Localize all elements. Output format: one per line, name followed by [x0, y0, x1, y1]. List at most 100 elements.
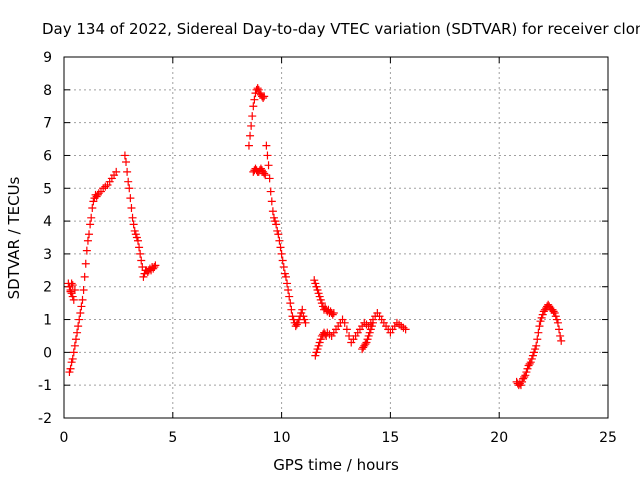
x-tick-label: 15 [381, 430, 399, 446]
chart-title: Day 134 of 2022, Sidereal Day-to-day VTE… [42, 20, 640, 38]
data-point [552, 315, 561, 324]
data-point [265, 174, 274, 183]
x-tick-label: 0 [60, 430, 69, 446]
data-point [315, 338, 324, 347]
data-point [83, 236, 92, 245]
data-point [285, 292, 294, 301]
data-point [329, 308, 338, 317]
data-point [77, 302, 86, 311]
grid-lines [64, 57, 608, 418]
series-segment-2 [120, 151, 160, 281]
data-point [553, 318, 562, 327]
y-tick-label: 1 [43, 313, 52, 329]
data-point [556, 331, 565, 340]
data-point [136, 249, 145, 258]
data-point [361, 340, 370, 349]
data-point [316, 335, 325, 344]
data-point [532, 341, 541, 350]
y-tick-label: 0 [43, 345, 52, 361]
data-point [288, 312, 297, 321]
data-point [281, 272, 290, 281]
y-axis-label: SDTVAR / TECUs [5, 176, 23, 299]
data-point [267, 197, 276, 206]
data-point [368, 318, 377, 327]
data-point [73, 328, 82, 337]
data-point [128, 213, 137, 222]
data-point [527, 354, 536, 363]
data-point [139, 272, 148, 281]
data-point [314, 341, 323, 350]
data-point [67, 279, 76, 288]
data-point [262, 141, 271, 150]
data-point [68, 281, 77, 290]
data-point [65, 368, 74, 377]
data-point [280, 269, 289, 278]
data-points [64, 84, 566, 390]
data-point [244, 141, 253, 150]
data-point [254, 85, 263, 94]
x-axis-label: GPS time / hours [273, 456, 399, 474]
data-point [366, 325, 375, 334]
data-point [124, 177, 133, 186]
series-segment-7 [512, 300, 566, 390]
data-point [301, 318, 310, 327]
data-point [550, 308, 559, 317]
data-point [249, 102, 258, 111]
x-tick-label: 10 [273, 430, 291, 446]
data-point [269, 213, 278, 222]
data-point [313, 345, 322, 354]
data-point [311, 351, 320, 360]
data-point [250, 95, 259, 104]
data-point [314, 289, 323, 298]
data-point [261, 171, 270, 180]
y-tick-label: 7 [43, 116, 52, 132]
data-point [312, 348, 321, 357]
data-point [317, 299, 326, 308]
data-point [516, 381, 525, 390]
data-point [88, 203, 97, 212]
data-point [363, 335, 372, 344]
data-point [246, 131, 255, 140]
y-tick-label: -1 [38, 378, 52, 394]
data-point [312, 282, 321, 291]
data-point [283, 279, 292, 288]
data-point [298, 305, 307, 314]
data-point [263, 151, 272, 160]
y-tick-label: 9 [43, 50, 52, 66]
data-point [66, 364, 75, 373]
data-point [342, 325, 351, 334]
data-point [125, 184, 134, 193]
data-point [520, 372, 529, 381]
data-point [275, 236, 284, 245]
data-point [310, 276, 319, 285]
data-point [71, 335, 80, 344]
data-point [521, 371, 530, 380]
data-point [76, 308, 85, 317]
data-point [287, 305, 296, 314]
data-point [274, 230, 283, 239]
data-point [135, 243, 144, 252]
data-point [131, 230, 140, 239]
data-point [151, 261, 160, 270]
data-point [120, 151, 129, 160]
data-point [531, 345, 540, 354]
x-tick-label: 5 [168, 430, 177, 446]
data-point [316, 295, 325, 304]
data-point [364, 331, 373, 340]
y-tick-label: 2 [43, 280, 52, 296]
data-point [69, 295, 78, 304]
data-point [266, 187, 275, 196]
data-point [127, 203, 136, 212]
y-tick-label: 3 [43, 247, 52, 263]
data-point [276, 243, 285, 252]
data-point [279, 263, 288, 272]
data-point [340, 318, 349, 327]
series-segment-1 [64, 167, 121, 377]
data-point [70, 341, 79, 350]
data-point [536, 317, 545, 326]
data-point [530, 348, 539, 357]
data-point [78, 295, 87, 304]
data-point [300, 315, 309, 324]
data-point [551, 312, 560, 321]
data-point [150, 263, 159, 272]
